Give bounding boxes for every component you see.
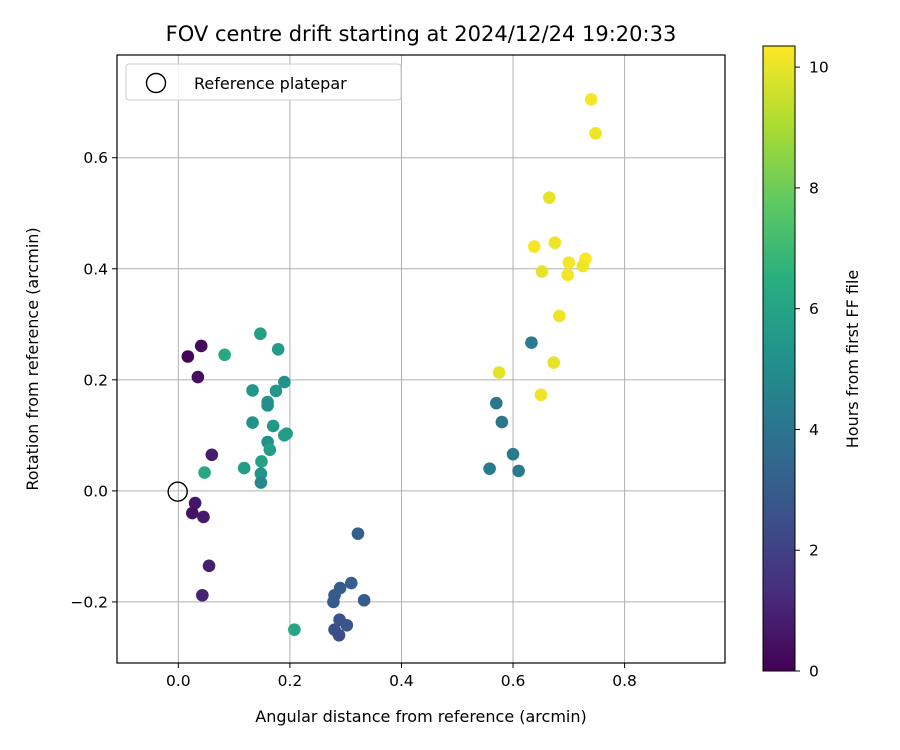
- data-point: [332, 628, 346, 642]
- y-axis-label: Rotation from reference (arcmin): [23, 227, 42, 490]
- y-tick-label: 0.6: [83, 149, 108, 167]
- x-tick-label: 0.8: [612, 672, 637, 690]
- reference-platepar-marker: [167, 481, 188, 502]
- x-axis-label: Angular distance from reference (arcmin): [255, 707, 586, 726]
- data-point: [534, 388, 548, 402]
- data-point: [278, 429, 291, 442]
- data-point: [269, 384, 283, 398]
- data-point: [237, 461, 251, 475]
- data-point: [512, 464, 525, 478]
- data-point: [495, 415, 509, 429]
- data-point: [263, 443, 277, 457]
- data-point: [553, 309, 566, 323]
- data-point: [246, 384, 259, 397]
- data-point: [525, 336, 538, 349]
- data-point: [186, 506, 199, 520]
- data-point: [271, 342, 285, 356]
- data-point: [490, 396, 503, 410]
- data-point: [506, 447, 520, 461]
- x-tick-label: 0.0: [166, 672, 191, 690]
- data-point: [561, 268, 575, 282]
- colorbar: [762, 45, 796, 672]
- x-axis-ticks: 0.0 0.2 0.4 0.6 0.8: [166, 663, 637, 690]
- data-point: [589, 126, 602, 140]
- data-point: [327, 595, 340, 609]
- legend-box: [125, 63, 402, 101]
- y-tick-label: 0.4: [83, 260, 108, 278]
- data-point: [254, 327, 267, 341]
- data-point: [547, 356, 561, 369]
- data-point: [191, 370, 205, 384]
- data-point: [188, 496, 202, 510]
- data-point: [527, 240, 541, 253]
- data-point: [548, 236, 562, 249]
- y-tick-label: −0.2: [70, 593, 108, 611]
- y-tick-label: 0.2: [83, 371, 108, 389]
- x-tick-label: 0.6: [501, 672, 526, 690]
- chart-title: FOV centre drift starting at 2024/12/24 …: [166, 22, 677, 46]
- data-point: [576, 259, 590, 273]
- data-point: [254, 476, 268, 489]
- plot-frame: [116, 54, 726, 664]
- colorbar-tick-label: 10: [809, 59, 829, 77]
- data-point: [535, 265, 549, 278]
- data-point: [255, 455, 268, 468]
- data-point: [562, 256, 576, 269]
- y-axis-ticks: −0.2 0.0 0.2 0.4 0.6: [70, 149, 117, 611]
- colorbar-tick-label: 4: [809, 421, 819, 439]
- data-point: [196, 588, 209, 602]
- data-point: [266, 419, 280, 433]
- data-point: [542, 191, 556, 204]
- colorbar-tick-label: 6: [809, 300, 819, 318]
- data-point: [333, 581, 347, 595]
- legend: Reference platepar: [125, 63, 402, 101]
- colorbar-tick-label: 2: [809, 542, 819, 560]
- data-point: [181, 350, 195, 363]
- colorbar-tick-label: 8: [809, 179, 819, 197]
- data-point: [492, 366, 506, 379]
- colorbar-ticks: 0 2 4 6 8 10: [795, 59, 829, 681]
- data-point: [278, 375, 291, 389]
- x-tick-label: 0.4: [389, 672, 414, 690]
- data-point: [483, 462, 496, 475]
- data-point: [288, 623, 301, 636]
- colorbar-tick-label: 0: [809, 663, 819, 681]
- data-point: [197, 510, 210, 524]
- grid-lines: [117, 55, 725, 663]
- data-point: [205, 448, 219, 462]
- data-point: [246, 416, 259, 429]
- data-point: [344, 576, 358, 590]
- data-point: [198, 466, 211, 479]
- data-point: [254, 467, 268, 480]
- data-point: [261, 399, 274, 412]
- data-point: [357, 593, 371, 607]
- y-tick-label: 0.0: [83, 482, 108, 500]
- data-point: [202, 559, 216, 573]
- data-points: [181, 93, 602, 642]
- x-tick-label: 0.2: [278, 672, 303, 690]
- data-point: [218, 348, 231, 362]
- data-point: [584, 93, 598, 106]
- legend-marker: [145, 72, 167, 94]
- legend-label: Reference platepar: [194, 74, 347, 93]
- data-point: [351, 527, 365, 540]
- colorbar-label: Hours from first FF file: [843, 270, 862, 449]
- data-point: [340, 618, 354, 632]
- data-point: [194, 339, 208, 353]
